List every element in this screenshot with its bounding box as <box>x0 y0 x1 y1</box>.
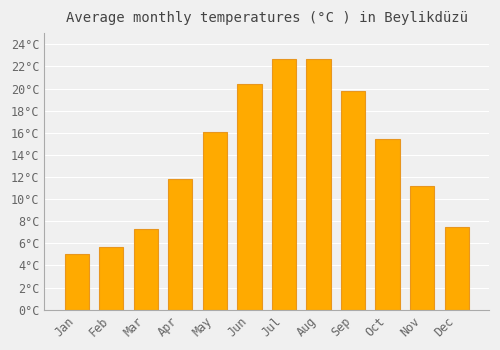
Bar <box>203 132 227 310</box>
Bar <box>99 247 124 310</box>
Bar <box>64 254 89 310</box>
Bar <box>134 229 158 310</box>
Bar <box>410 186 434 310</box>
Title: Average monthly temperatures (°C ) in Beylikdüzü: Average monthly temperatures (°C ) in Be… <box>66 11 468 25</box>
Bar <box>168 179 192 310</box>
Bar <box>444 227 468 310</box>
Bar <box>238 84 262 310</box>
Bar <box>306 59 330 310</box>
Bar <box>376 139 400 310</box>
Bar <box>341 91 365 310</box>
Bar <box>272 59 296 310</box>
